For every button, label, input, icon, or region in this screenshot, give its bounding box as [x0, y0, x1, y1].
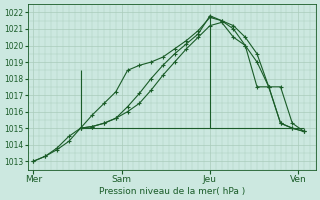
X-axis label: Pression niveau de la mer( hPa ): Pression niveau de la mer( hPa )	[99, 187, 245, 196]
